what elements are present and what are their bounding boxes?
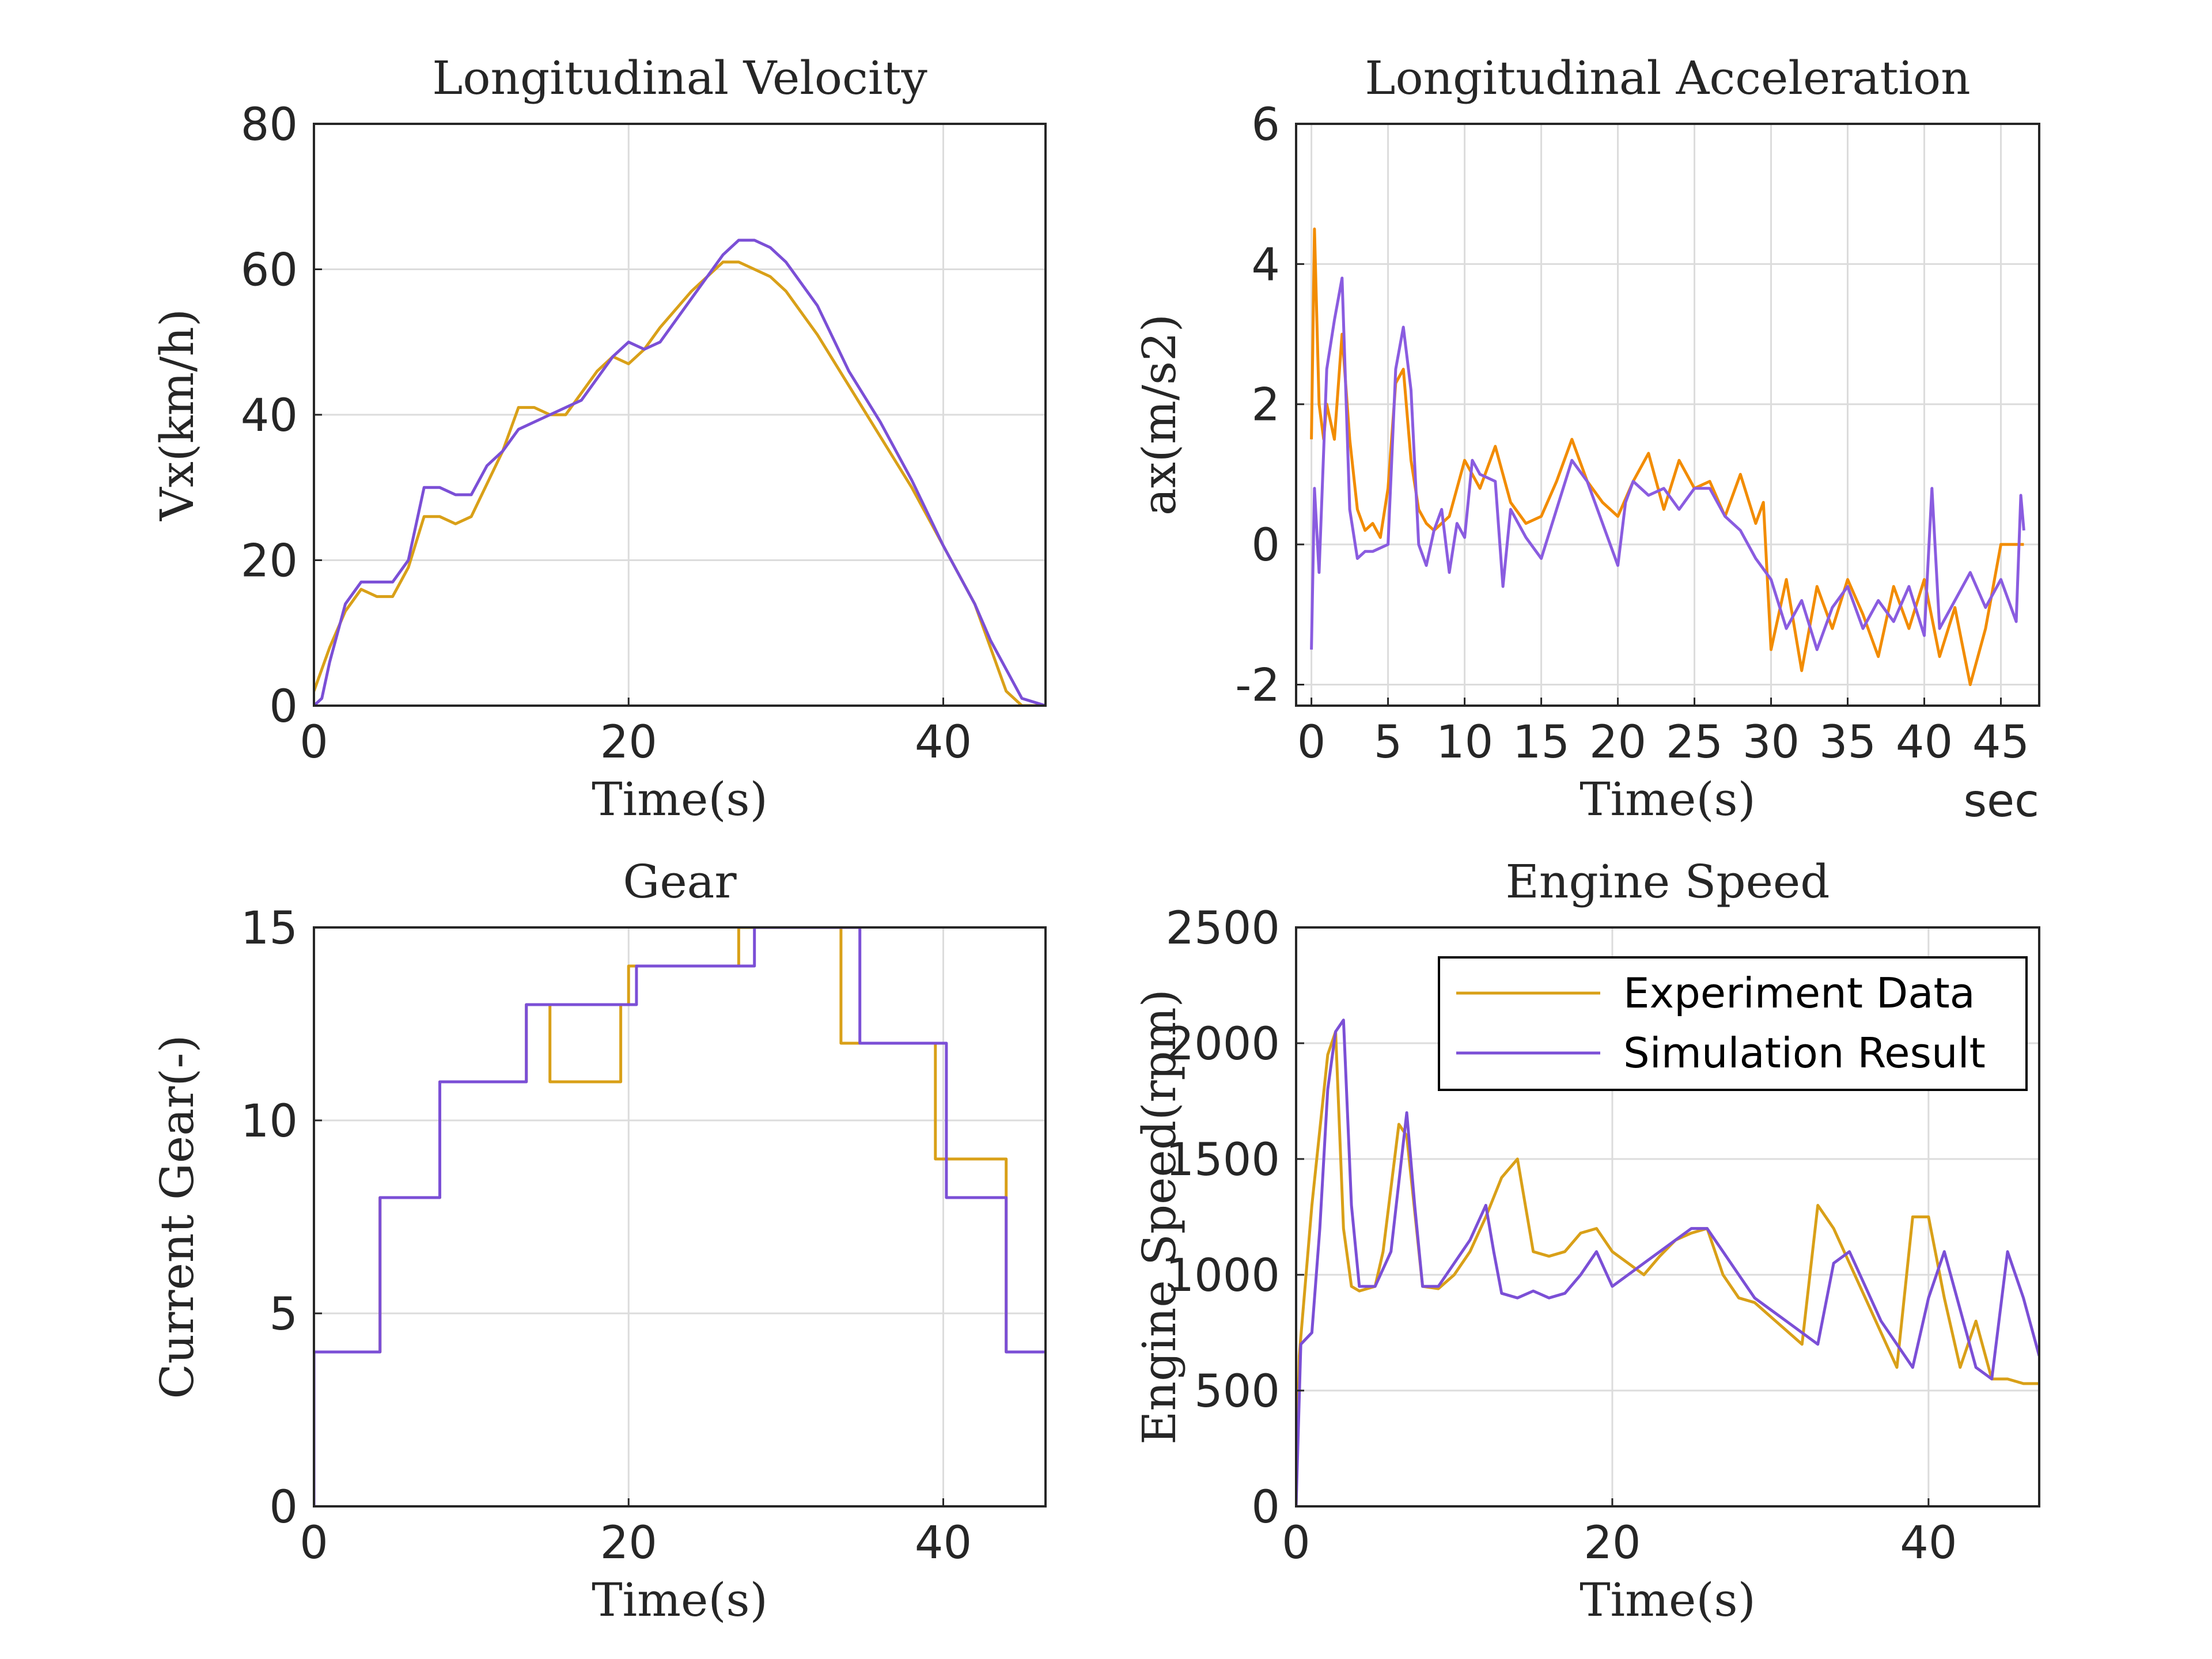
axes-frame xyxy=(1295,123,2040,707)
series-line-simulation xyxy=(314,927,1046,1506)
x-tick-label: 40 xyxy=(915,1517,972,1569)
y-tick-label: 0 xyxy=(269,1482,298,1533)
axes-frame xyxy=(1295,926,2040,1508)
chart-panel-3: 0 20 40 0 5 10 15 Gear Time(s) Current Gear(-) xyxy=(150,855,1047,1627)
x-tick-label: 40 xyxy=(915,717,972,768)
x-tick-label: 25 xyxy=(1666,717,1723,768)
y-tick-label: 60 xyxy=(241,245,298,297)
y-tick-label: 4 xyxy=(1251,239,1280,291)
legend-box xyxy=(1438,956,2028,1091)
x-tick-label: 10 xyxy=(1436,717,1493,768)
x-tick-label: 20 xyxy=(1589,717,1646,768)
y-tick-label: 15 xyxy=(241,903,298,955)
y-axis-label: Engine Speed(rpm) xyxy=(1132,989,1186,1445)
legend: Experiment Data Simulation Result xyxy=(1438,956,2028,1091)
x-tick-label: 5 xyxy=(1374,717,1403,768)
y-tick-label: 5 xyxy=(269,1289,298,1340)
y-axis-label: ax(m/s2) xyxy=(1132,314,1186,516)
chart-panel-1: 0 20 40 0 20 40 60 80 Longitudinal Velocity Time(… xyxy=(150,51,1047,826)
x-tick-label: 0 xyxy=(300,717,328,768)
y-tick-label: 500 xyxy=(1194,1366,1280,1418)
x-tick-label: 0 xyxy=(300,1517,328,1569)
series-line-experiment xyxy=(1310,228,2024,686)
x-tick-label: 40 xyxy=(1896,717,1953,768)
series-line-simulation xyxy=(1296,1018,2039,1506)
y-tick-label: 0 xyxy=(1251,520,1280,571)
chart-title: Gear xyxy=(623,855,737,908)
x-tick-label: 20 xyxy=(600,717,657,768)
y-tick-label: 0 xyxy=(1251,1482,1280,1533)
y-tick-label: 2000 xyxy=(1165,1018,1280,1070)
x-tick-label: 45 xyxy=(1972,717,2029,768)
x-tick-label: 0 xyxy=(1297,717,1326,768)
x-axis-label: Time(s) xyxy=(592,1573,768,1627)
x-tick-label: 35 xyxy=(1819,717,1876,768)
y-axis-label: Vx(km/h) xyxy=(150,309,204,521)
x-tick-label: 15 xyxy=(1513,717,1570,768)
chart-title: Longitudinal Velocity xyxy=(432,51,927,105)
x-axis-label: Time(s) xyxy=(592,772,768,826)
x-tick-label: 0 xyxy=(1282,1517,1310,1569)
y-tick-label: 0 xyxy=(269,681,298,733)
series-line-experiment xyxy=(314,260,1046,706)
x-axis-label: Time(s) xyxy=(1580,772,1756,826)
y-tick-label: 40 xyxy=(241,390,298,442)
plot-area xyxy=(314,927,1046,1506)
chart-title: Longitudinal Acceleration xyxy=(1365,51,1970,105)
axes-frame xyxy=(313,926,1047,1508)
chart-title: Engine Speed xyxy=(1506,855,1830,908)
x-tick-label: 40 xyxy=(1900,1517,1957,1569)
series-line-simulation xyxy=(314,238,1046,706)
x-tick-label: 30 xyxy=(1743,717,1800,768)
y-tick-label: 1500 xyxy=(1165,1134,1280,1186)
legend-label: Experiment Data xyxy=(1623,969,1975,1017)
chart-panel-4: 0 20 40 0 500 1000 1500 2000 2500 Engine Speed Tim… xyxy=(1132,855,2040,1627)
y-tick-label: 10 xyxy=(241,1096,298,1147)
y-tick-label: -2 xyxy=(1235,660,1280,711)
legend-label: Simulation Result xyxy=(1623,1029,1986,1077)
series-line-simulation xyxy=(1310,276,2025,652)
y-axis-label: Current Gear(-) xyxy=(150,1035,204,1399)
y-tick-label: 80 xyxy=(241,99,298,151)
y-tick-label: 1000 xyxy=(1165,1250,1280,1302)
y-tick-label: 20 xyxy=(241,536,298,588)
y-tick-label: 2500 xyxy=(1165,903,1280,955)
x-axis-unit-label: sec xyxy=(1963,775,2039,827)
y-tick-label: 2 xyxy=(1251,380,1280,431)
x-axis-label: Time(s) xyxy=(1580,1573,1756,1627)
x-tick-label: 20 xyxy=(600,1517,657,1569)
x-tick-label: 20 xyxy=(1584,1517,1641,1569)
y-tick-label: 6 xyxy=(1251,99,1280,151)
